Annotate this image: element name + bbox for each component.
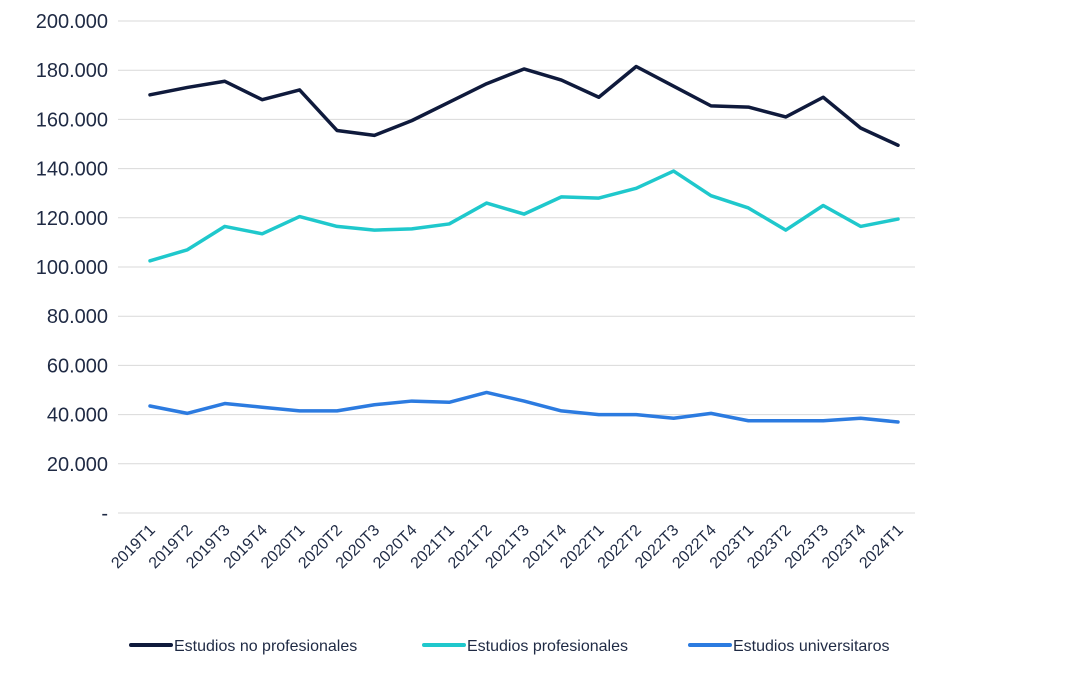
y-tick-label: - bbox=[101, 503, 108, 525]
legend-label: Estudios profesionales bbox=[467, 638, 628, 655]
series-line-2 bbox=[148, 169, 900, 263]
y-tick-label: 180.000 bbox=[36, 60, 108, 82]
x-axis: 2019T12019T22019T32019T42020T12020T22020… bbox=[108, 522, 906, 572]
gridlines bbox=[118, 20, 915, 514]
y-tick-label: 80.000 bbox=[47, 306, 108, 328]
legend-label: Estudios universitaros bbox=[733, 638, 890, 655]
legend-item: Estudios universitaros bbox=[688, 638, 890, 655]
y-tick-label: 20.000 bbox=[47, 454, 108, 476]
series-line-1 bbox=[148, 64, 900, 147]
y-tick-label: 120.000 bbox=[36, 208, 108, 230]
y-tick-label: 160.000 bbox=[36, 109, 108, 131]
legend: Estudios no profesionales Estudios profes… bbox=[129, 638, 890, 655]
legend-item: Estudios profesionales bbox=[422, 638, 628, 655]
y-tick-label: 140.000 bbox=[36, 159, 108, 181]
y-tick-label: 40.000 bbox=[47, 405, 108, 427]
legend-label: Estudios no profesionales bbox=[174, 638, 357, 655]
y-axis: - 20.000 40.000 60.000 80.000 100.000 120.000 1… bbox=[36, 11, 108, 525]
legend-item: Estudios no profesionales bbox=[129, 638, 357, 655]
y-tick-label: 60.000 bbox=[47, 355, 108, 377]
y-tick-label: 200.000 bbox=[36, 11, 108, 33]
series-line-3 bbox=[148, 390, 900, 424]
series-lines bbox=[148, 64, 900, 424]
y-tick-label: 100.000 bbox=[36, 257, 108, 279]
